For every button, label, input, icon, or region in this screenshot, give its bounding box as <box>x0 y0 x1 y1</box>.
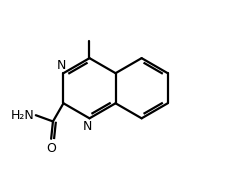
Text: O: O <box>46 142 56 155</box>
Text: H₂N: H₂N <box>11 109 35 122</box>
Text: N: N <box>57 59 66 72</box>
Text: N: N <box>83 120 92 133</box>
